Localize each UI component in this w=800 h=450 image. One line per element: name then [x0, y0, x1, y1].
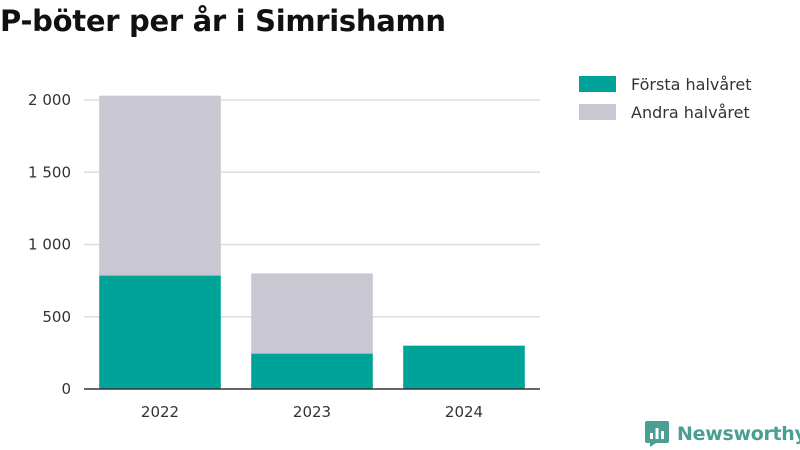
- y-tick-label-0: 0: [61, 380, 71, 398]
- x-tick-label-2023: 2023: [293, 403, 331, 421]
- bar-chart-logo-icon: [645, 421, 669, 447]
- brand-name: Newsworthy: [677, 423, 800, 445]
- y-tick-label-1500: 1 500: [28, 163, 71, 181]
- bar-2022-series-2: [99, 95, 221, 276]
- chart-title: P-böter per år i Simrishamn: [0, 4, 446, 38]
- legend-label-second-half: Andra halvåret: [631, 102, 750, 122]
- newsworthy-logo: Newsworthy: [644, 420, 800, 448]
- y-tick-label-1000: 1 000: [28, 236, 71, 254]
- axes: 0 500 1 000 1 500 2 000 2022 2023 2024: [28, 91, 540, 421]
- legend-item-first-half: Första halvåret: [579, 70, 752, 98]
- x-tick-label-2022: 2022: [141, 403, 179, 421]
- bar-2022-series-1: [99, 275, 221, 389]
- bar-2024-series-1: [403, 345, 525, 389]
- x-tick-label-2024: 2024: [445, 403, 483, 421]
- legend-label-first-half: Första halvåret: [631, 74, 752, 94]
- legend-swatch-first-half: [579, 76, 616, 92]
- y-tick-label-2000: 2 000: [28, 91, 71, 109]
- legend-item-second-half: Andra halvåret: [579, 98, 752, 126]
- bar-2023-series-2: [251, 273, 373, 354]
- y-tick-label-500: 500: [42, 308, 71, 326]
- bar-2023-series-1: [251, 353, 373, 389]
- legend-swatch-second-half: [579, 104, 616, 120]
- bars: [99, 95, 525, 389]
- chart-legend: Första halvåret Andra halvåret: [579, 70, 752, 126]
